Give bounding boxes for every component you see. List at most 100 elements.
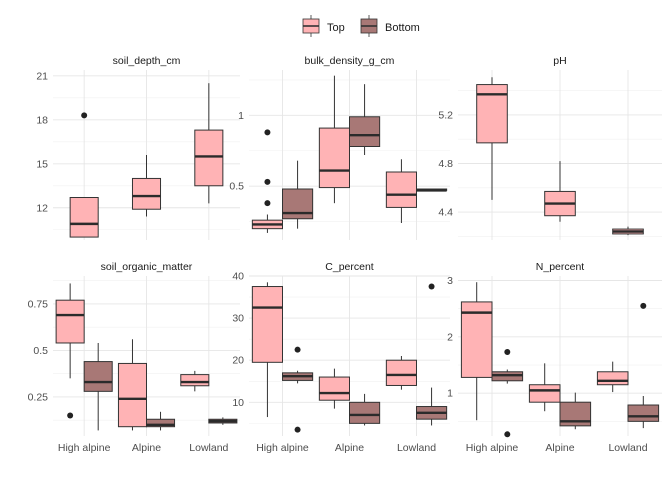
outlier-point — [640, 302, 647, 309]
box-bottom-lowland — [416, 188, 448, 192]
box-body — [282, 188, 314, 220]
panel-c-percent: C_percent 10 20 30 40 High alpine Alpine Lowlan… — [232, 261, 450, 454]
x-tick-label: High alpine — [466, 442, 519, 454]
box-body — [83, 361, 113, 392]
x-tick-label: Alpine — [545, 442, 574, 454]
box-body — [251, 286, 284, 363]
box-top-lowland — [194, 83, 224, 204]
y-tick-label: 0.5 — [33, 345, 48, 357]
box-bottom-lowland — [416, 283, 448, 426]
box-bottom-lowland — [627, 302, 660, 429]
box-body — [180, 374, 210, 387]
outlier-point — [264, 129, 271, 136]
y-tick-label: 2 — [447, 331, 453, 343]
box-body — [385, 171, 418, 208]
panel-n-percent: N_percent 1 2 3 High alpine Alpine Lowland — [447, 261, 662, 454]
legend-item-top: Top — [302, 15, 345, 37]
y-tick-label: 21 — [36, 70, 48, 82]
box-body — [385, 359, 418, 386]
x-tick-label: Lowland — [397, 442, 436, 454]
box-body — [194, 129, 224, 187]
panel-soil-organic-matter: soil_organic_matter 0.25 0.5 0.75 High alpin… — [28, 261, 240, 454]
box-body — [69, 197, 99, 238]
facet-panels: soil_depth_cm12151821bulk_density_g_cm0.… — [28, 55, 662, 454]
box-body — [627, 404, 660, 422]
legend-label-top: Top — [327, 22, 345, 34]
outlier-point — [294, 426, 301, 433]
x-tick-label: Alpine — [132, 442, 161, 454]
box-body — [349, 116, 381, 147]
panel-title: soil_depth_cm — [113, 55, 181, 67]
box-top-alpine — [131, 155, 162, 217]
outlier-point — [504, 431, 511, 438]
y-tick-label: 40 — [232, 271, 244, 283]
y-tick-label: 1 — [447, 388, 453, 400]
y-tick-label: 5.2 — [438, 109, 453, 121]
y-tick-label: 1 — [238, 110, 244, 122]
y-tick-label: 30 — [232, 313, 244, 325]
outlier-point — [428, 283, 435, 290]
legend-label-bottom: Bottom — [385, 22, 420, 34]
x-tick-label: High alpine — [256, 442, 309, 454]
box-top-high-alpine — [476, 77, 508, 200]
panel-title: C_percent — [325, 261, 374, 273]
box-body — [117, 362, 147, 428]
box-bottom-alpine — [349, 393, 381, 426]
box-body — [55, 299, 85, 344]
outlier-point — [504, 349, 511, 356]
box-top-alpine — [528, 363, 561, 412]
legend: Top Bottom — [302, 15, 420, 37]
box-top-alpine — [318, 368, 351, 409]
box-bottom-lowland — [208, 417, 238, 425]
y-tick-label: 3 — [447, 275, 453, 287]
box-top-alpine — [318, 75, 351, 204]
box-body — [318, 127, 351, 189]
box-top-alpine — [544, 161, 576, 222]
panel-bulk-density-g-cm: bulk_density_g_cm 0.5 1 — [229, 55, 450, 240]
box-body — [318, 376, 351, 401]
box-top-high-alpine — [460, 282, 493, 421]
x-tick-label: Lowland — [608, 442, 647, 454]
box-top-alpine — [117, 339, 147, 431]
box-bottom-alpine — [349, 84, 381, 155]
x-tick-label: Alpine — [335, 442, 364, 454]
box-bottom-alpine — [559, 392, 592, 430]
box-bottom-alpine — [146, 411, 176, 431]
y-tick-label: 10 — [232, 397, 244, 409]
outlier-point — [294, 346, 301, 353]
y-tick-label: 0.75 — [28, 298, 49, 310]
outlier-point — [67, 412, 74, 419]
panel-title: N_percent — [536, 261, 585, 273]
box-bottom-high-alpine — [282, 346, 314, 433]
box-top-high-alpine — [251, 282, 284, 418]
x-tick-label: Lowland — [189, 442, 228, 454]
panel-title: soil_organic_matter — [101, 261, 193, 273]
box-top-high-alpine — [251, 129, 284, 233]
box-bottom-high-alpine — [282, 160, 314, 229]
panel-title: bulk_density_g_cm — [305, 55, 395, 67]
box-bottom-high-alpine — [83, 342, 113, 431]
outlier-point — [264, 178, 271, 185]
y-tick-label: 20 — [232, 355, 244, 367]
box-bottom-high-alpine — [491, 349, 524, 438]
y-tick-label: 0.5 — [229, 181, 244, 193]
box-body — [349, 401, 381, 424]
y-tick-label: 12 — [36, 202, 48, 214]
box-body — [559, 401, 592, 427]
box-top-lowland — [596, 361, 629, 393]
panel-title: pH — [553, 55, 566, 67]
box-body — [146, 418, 176, 428]
box-top-lowland — [385, 159, 418, 223]
panel-soil-depth-cm: soil_depth_cm 12 15 18 21 — [36, 55, 240, 240]
legend-item-bottom: Bottom — [360, 15, 420, 37]
box-body — [528, 384, 561, 403]
outlier-point — [81, 112, 88, 119]
y-tick-label: 4.4 — [438, 207, 453, 219]
y-tick-label: 15 — [36, 158, 48, 170]
box-body — [460, 301, 493, 378]
box-top-high-alpine — [55, 283, 85, 419]
box-top-lowland — [180, 370, 210, 392]
outlier-point — [264, 200, 271, 207]
y-tick-label: 18 — [36, 114, 48, 126]
